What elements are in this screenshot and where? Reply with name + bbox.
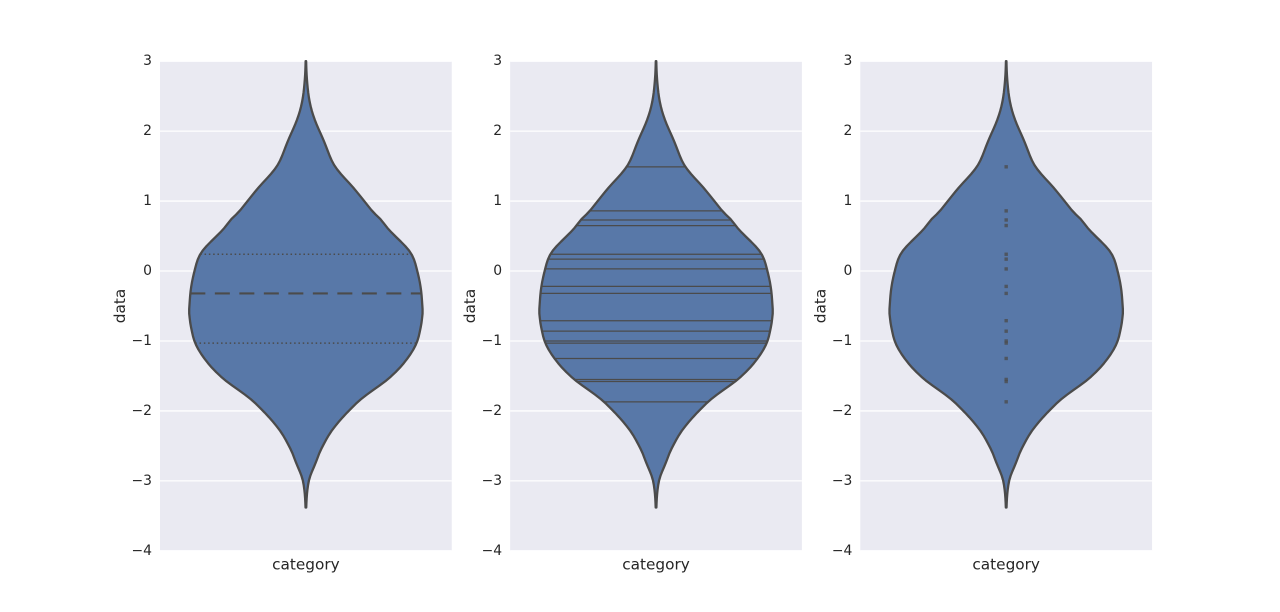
y-tick-label: 2 (493, 123, 502, 139)
y-tick-label: 1 (843, 193, 852, 209)
y-tick-label: −4 (832, 543, 853, 559)
y-tick-label: −2 (832, 403, 852, 419)
y-tick-label: −2 (482, 403, 502, 419)
y-tick-label: −1 (832, 333, 852, 349)
violin-body (538, 60, 774, 509)
point-marker (1004, 252, 1008, 256)
y-tick-label: 3 (143, 53, 152, 69)
y-tick-label: 2 (843, 123, 852, 139)
point-marker (1004, 329, 1008, 333)
point-marker (1004, 377, 1008, 382)
y-axis-label: data (811, 289, 829, 323)
axes-panel-stick: 3 2 1 0 −1 −2 −3 −4 category data (461, 53, 802, 574)
point-marker (1004, 339, 1008, 343)
point-marker (1004, 400, 1008, 404)
y-tick-label: 3 (493, 53, 502, 69)
y-axis-label: data (461, 289, 479, 323)
point-marker (1004, 218, 1008, 222)
violin-body (888, 60, 1125, 509)
point-marker (1004, 209, 1008, 213)
axes-panel-quartile: 3 2 1 0 −1 −2 −3 −4 category data (111, 53, 452, 574)
x-axis-label: category (272, 556, 340, 574)
axes-panel-point: 3 2 1 0 −1 −2 −3 −4 category data (811, 53, 1153, 574)
y-tick-label: 3 (843, 53, 852, 69)
violin-body (188, 60, 424, 509)
y-tick-label: −2 (132, 403, 152, 419)
point-marker (1004, 257, 1008, 261)
point-marker (1004, 284, 1008, 289)
y-tick-label: −4 (132, 543, 153, 559)
point-marker (1004, 379, 1008, 384)
y-tick-label: 2 (143, 123, 152, 139)
y-tick-label: 0 (493, 263, 502, 279)
y-tick-label: −3 (132, 473, 152, 489)
x-axis-label: category (622, 556, 690, 574)
y-tick-label: −3 (482, 473, 502, 489)
y-tick-label: 1 (143, 193, 152, 209)
y-tick-label: 1 (493, 193, 502, 209)
point-marker (1004, 223, 1008, 228)
point-marker (1004, 291, 1008, 296)
y-tick-label: 0 (143, 263, 152, 279)
x-axis-label: category (972, 556, 1040, 574)
y-tick-label: 0 (843, 263, 852, 279)
point-marker (1004, 318, 1008, 323)
point-marker (1004, 341, 1008, 345)
y-tick-label: −1 (482, 333, 502, 349)
point-marker (1004, 165, 1008, 169)
y-tick-label: −4 (482, 543, 503, 559)
point-marker (1004, 356, 1008, 361)
y-tick-label: −1 (132, 333, 152, 349)
point-marker (1004, 267, 1008, 271)
y-axis-label: data (111, 289, 129, 323)
y-tick-label: −3 (832, 473, 852, 489)
